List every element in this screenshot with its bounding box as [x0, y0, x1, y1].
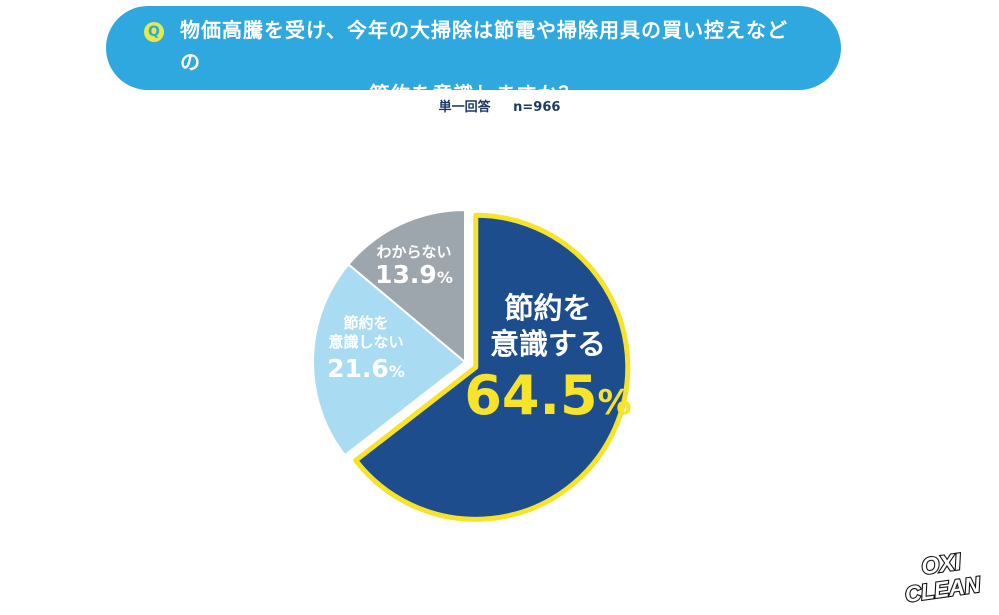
answer-type: 単一回答: [438, 100, 491, 115]
slice-label-line: 意識しない: [328, 333, 403, 351]
survey-meta: 単一回答 n=966: [0, 96, 999, 115]
question-line-2: 節約を意識しますか？: [369, 82, 580, 106]
slice-unit: %: [598, 383, 632, 423]
question-mark-icon: Q: [144, 22, 164, 42]
slice-label-line: 意識する: [490, 327, 606, 361]
slice-label-line: わからない: [376, 243, 451, 261]
pie-slice: [347, 209, 466, 363]
question-banner: Q 物価高騰を受け、今年の大掃除は節電や掃除用具の買い控えなどの 節約を意識しま…: [106, 6, 841, 106]
logo-line-1: OXI: [920, 548, 963, 579]
pie-slice: [353, 212, 631, 522]
pie-slice: [312, 263, 466, 457]
question-text: 物価高騰を受け、今年の大掃除は節電や掃除用具の買い控えなどの 節約を意識しますか…: [180, 14, 801, 110]
slice-label-line: 節約を: [343, 314, 388, 332]
slice-label-line: 節約を: [504, 291, 591, 325]
slice-unit: %: [389, 362, 405, 381]
sample-size: n=966: [513, 100, 561, 115]
question-line-1: 物価高騰を受け、今年の大掃除は節電や掃除用具の買い控えなどの: [180, 18, 788, 74]
oxiclean-logo: OXI CLEAN: [902, 548, 984, 608]
slice-unit: %: [437, 268, 453, 287]
logo-line-2: CLEAN: [903, 572, 983, 607]
